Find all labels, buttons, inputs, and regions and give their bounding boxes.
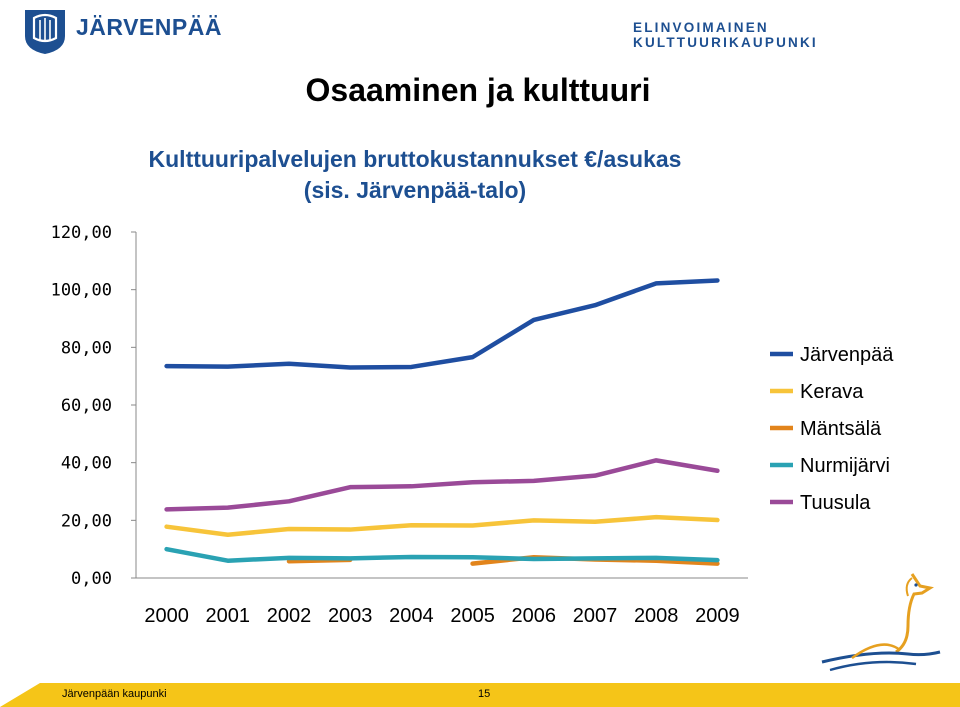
x-tick-label: 2001	[206, 605, 251, 627]
x-tick-label: 2003	[328, 605, 373, 627]
series-line-nurmijärvi	[164, 546, 720, 563]
x-tick-label: 2000	[144, 605, 189, 627]
x-tick-label: 2005	[450, 605, 495, 627]
legend-label: Järvenpää	[800, 344, 894, 366]
tagline: ELINVOIMAINEN KULTTUURIKAUPUNKI	[633, 20, 818, 50]
swan-logo-icon	[821, 573, 941, 672]
x-tick-label: 2006	[512, 605, 557, 627]
brand-name: JÄRVENPÄÄ	[76, 14, 222, 40]
legend-label: Nurmijärvi	[800, 455, 890, 477]
x-tick-label: 2007	[573, 605, 618, 627]
series-line-järvenpää	[164, 278, 720, 370]
chart-title-line-2: (sis. Järvenpää-talo)	[303, 177, 527, 203]
footer-bar	[0, 683, 960, 707]
city-logo	[25, 10, 65, 54]
series-line-kerava	[164, 514, 720, 537]
footer-organization: Järvenpään kaupunki	[62, 688, 167, 700]
y-tick-label: 0,00	[71, 569, 112, 589]
y-tick-label: 100,00	[51, 281, 112, 301]
chart-title-line-1: Kulttuuripalvelujen bruttokustannukset €…	[148, 146, 682, 172]
page-number: 15	[478, 688, 491, 700]
x-tick-label: 2009	[695, 605, 740, 627]
legend-label: Kerava	[800, 381, 864, 403]
slide-title: Osaaminen ja kulttuuri	[305, 72, 651, 108]
x-axis-ticks: 2000 2001 2002 2003 2004 2005 2006 2007 2008 2009	[144, 605, 739, 627]
x-tick-label: 2008	[634, 605, 679, 627]
legend-label: Tuusula	[800, 492, 871, 514]
x-tick-label: 2004	[389, 605, 434, 627]
legend: Järvenpää Kerava Mäntsälä Nurmijärvi Tuusula	[770, 344, 894, 514]
series-lines	[164, 278, 720, 566]
y-tick-label: 120,00	[51, 223, 112, 243]
y-tick-label: 80,00	[61, 338, 112, 358]
legend-label: Mäntsälä	[800, 418, 882, 440]
y-axis-ticks: 0,00 20,00 40,00 60,00 80,00 100,00 120,00	[51, 223, 136, 589]
y-tick-label: 20,00	[61, 511, 112, 531]
x-tick-label: 2002	[267, 605, 312, 627]
y-tick-label: 60,00	[61, 396, 112, 416]
y-tick-label: 40,00	[61, 454, 112, 474]
chart-title: Kulttuuripalvelujen bruttokustannukset €…	[130, 144, 700, 206]
series-line-tuusula	[164, 458, 720, 512]
